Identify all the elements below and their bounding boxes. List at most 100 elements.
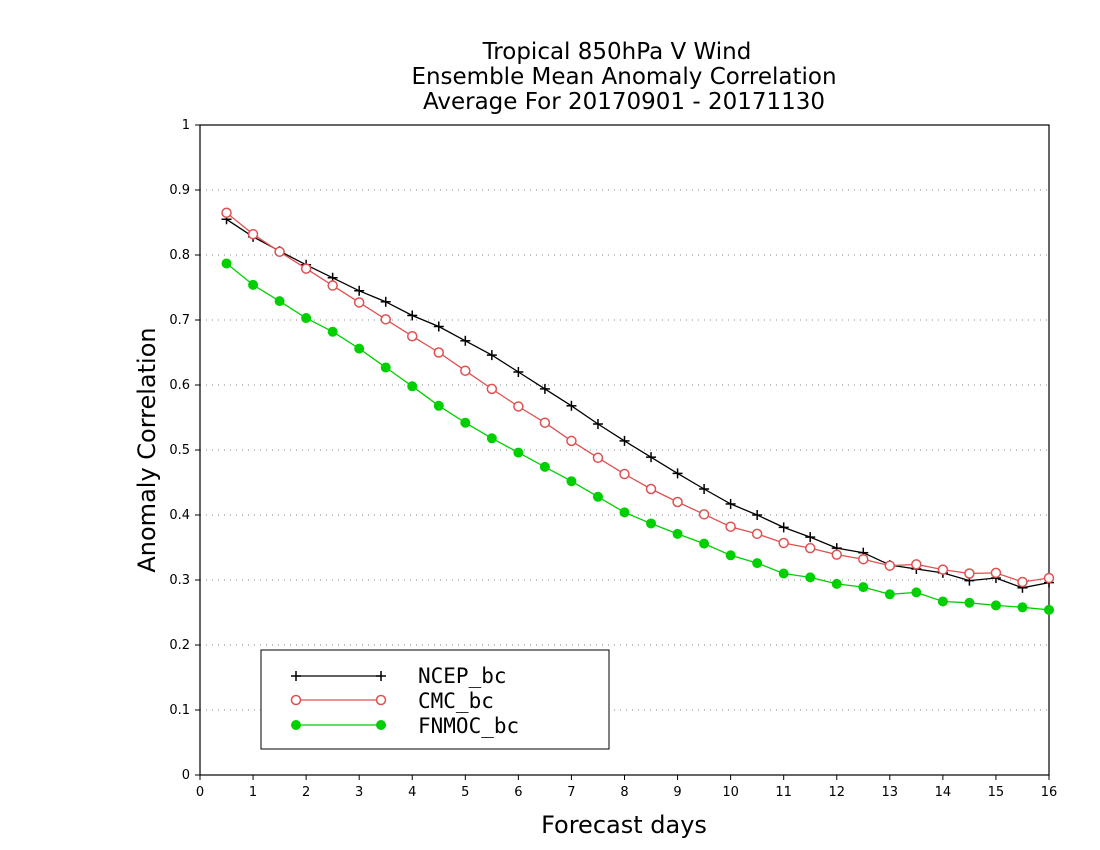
data-point-cmc-bc <box>884 560 896 571</box>
data-point-cmc-bc <box>911 559 922 570</box>
data-point-cmc-bc <box>513 401 524 412</box>
data-point-ncep-bc <box>407 310 418 321</box>
y-tick-label: 0.8 <box>169 248 190 263</box>
legend-marker-ncep-bc <box>376 671 386 681</box>
y-tick-label: 0.3 <box>169 573 190 588</box>
data-point-fnmoc-bc <box>380 362 391 373</box>
data-point-ncep-bc <box>619 435 630 446</box>
y-tick-label: 0.4 <box>169 508 190 523</box>
data-point-cmc-bc <box>433 347 445 358</box>
data-point-ncep-bc <box>566 400 577 411</box>
y-tick-label: 0.6 <box>169 378 190 393</box>
data-point-ncep-bc <box>433 321 444 332</box>
data-point-fnmoc-bc <box>433 400 444 411</box>
data-point-fnmoc-bc <box>858 582 869 593</box>
data-point-ncep-bc <box>539 383 550 394</box>
x-tick-label: 12 <box>828 785 845 800</box>
data-point-ncep-bc <box>752 510 763 520</box>
data-point-cmc-bc <box>486 383 498 395</box>
data-point-fnmoc-bc <box>911 587 922 598</box>
grid-lines <box>200 189 1049 711</box>
data-point-fnmoc-bc <box>274 296 285 307</box>
data-point-ncep-bc <box>592 419 603 429</box>
x-tick-label: 7 <box>567 785 575 800</box>
x-axis-label: Forecast days <box>541 811 707 839</box>
legend-label-fnmoc: FNMOC_bc <box>418 714 519 738</box>
data-point-fnmoc-bc <box>725 550 736 561</box>
data-point-fnmoc-bc <box>884 589 895 600</box>
legend-label-ncep: NCEP_bc <box>418 664 507 688</box>
data-point-ncep-bc <box>805 532 816 543</box>
data-point-fnmoc-bc <box>301 313 312 324</box>
data-point-cmc-bc <box>937 564 949 575</box>
data-point-cmc-bc <box>858 553 869 565</box>
data-point-fnmoc-bc <box>460 417 471 428</box>
legend-marker-ncep-bc <box>291 671 301 681</box>
data-point-ncep-bc <box>778 522 789 533</box>
data-point-cmc-bc <box>1017 576 1028 588</box>
data-point-ncep-bc <box>486 350 497 361</box>
x-tick-label: 13 <box>882 785 899 800</box>
legend-marker-fnmoc-bc <box>376 720 386 730</box>
data-point-fnmoc-bc <box>672 528 683 539</box>
data-point-fnmoc-bc <box>990 600 1001 611</box>
y-tick-label: 0.7 <box>169 313 190 328</box>
data-point-cmc-bc <box>751 528 763 540</box>
data-point-ncep-bc <box>380 296 391 307</box>
data-point-fnmoc-bc <box>566 476 577 487</box>
data-point-cmc-bc <box>645 483 657 495</box>
data-point-cmc-bc <box>460 365 471 376</box>
data-point-cmc-bc <box>1043 572 1055 584</box>
data-point-ncep-bc <box>672 468 683 479</box>
x-tick-label: 11 <box>775 785 792 800</box>
data-point-fnmoc-bc <box>752 558 763 569</box>
data-point-fnmoc-bc <box>327 326 338 337</box>
title-line-2: Ensemble Mean Anomaly Correlation <box>411 64 836 90</box>
data-point-fnmoc-bc <box>619 507 630 518</box>
data-point-fnmoc-bc <box>221 258 232 269</box>
data-point-cmc-bc <box>698 509 710 520</box>
data-point-fnmoc-bc <box>486 433 497 444</box>
y-tick-label: 0.5 <box>169 443 190 458</box>
y-tick-label: 0.2 <box>169 638 190 653</box>
chart-title: Tropical 850hPa V Wind Ensemble Mean Ano… <box>411 39 836 115</box>
series-line-fnmoc-bc <box>226 262 1050 611</box>
data-point-ncep-bc <box>699 484 710 494</box>
data-point-ncep-bc <box>513 367 524 377</box>
data-point-fnmoc-bc <box>539 461 550 472</box>
data-point-fnmoc-bc <box>513 447 524 458</box>
data-point-cmc-bc <box>327 280 338 291</box>
x-tick-label: 15 <box>988 785 1005 800</box>
series-line-ncep-bc <box>226 218 1050 589</box>
x-tick-label: 8 <box>620 785 628 800</box>
data-point-fnmoc-bc <box>407 381 418 392</box>
data-point-cmc-bc <box>804 542 816 554</box>
axis-ticks: 00.10.20.30.40.50.60.70.80.910 1 2 3 4 5 6 7 8 9 1… <box>169 118 1057 800</box>
legend: NCEP_bc CMC_bc FNMOC_bc <box>260 649 610 750</box>
data-point-fnmoc-bc <box>646 518 657 529</box>
data-point-cmc-bc <box>619 468 630 480</box>
data-point-cmc-bc <box>566 435 577 447</box>
x-tick-label: 9 <box>673 785 681 800</box>
series-ncep-bc <box>221 214 1054 593</box>
data-point-cmc-bc <box>274 246 285 257</box>
data-point-cmc-bc <box>247 228 259 240</box>
y-tick-label: 0.1 <box>169 703 190 718</box>
data-point-cmc-bc <box>964 568 975 579</box>
data-point-cmc-bc <box>353 297 365 308</box>
x-tick-label: 5 <box>461 785 469 800</box>
y-axis-label: Anomaly Correlation <box>133 327 161 572</box>
data-point-cmc-bc <box>221 207 232 218</box>
x-tick-label: 14 <box>935 785 952 800</box>
data-point-fnmoc-bc <box>964 597 975 608</box>
series-fnmoc-bc <box>221 258 1054 615</box>
x-tick-label: 3 <box>355 785 363 800</box>
x-tick-label: 4 <box>408 785 416 800</box>
data-point-fnmoc-bc <box>1017 602 1028 613</box>
x-tick-label: 10 <box>722 785 739 800</box>
x-tick-label: 6 <box>514 785 522 800</box>
data-point-cmc-bc <box>990 567 1002 579</box>
x-tick-label: 0 <box>196 785 204 800</box>
data-point-fnmoc-bc <box>699 538 710 549</box>
